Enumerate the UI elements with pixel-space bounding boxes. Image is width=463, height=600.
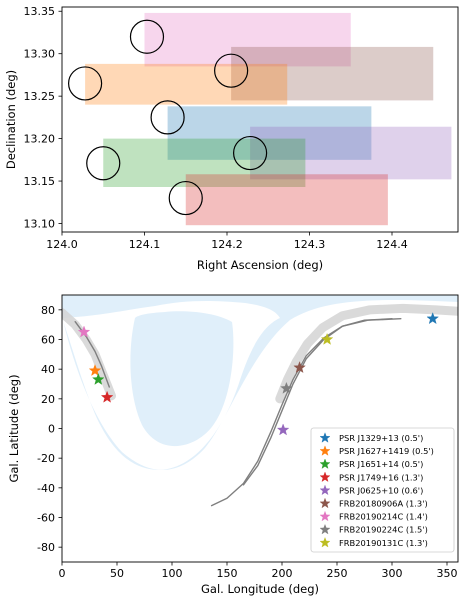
- p2-ytick-3: -20: [37, 452, 55, 465]
- p2-ytick-8: 80: [41, 304, 55, 317]
- legend-star-5: [319, 497, 331, 509]
- p1-box-6: [185, 174, 388, 226]
- legend: PSR J1329+13 (0.5') PSR J1627+1419 (0.5')…: [310, 427, 455, 553]
- p1-xlabel: Right Ascension (deg): [197, 258, 323, 272]
- legend-label-7: FRB20190224C (1.5'): [339, 525, 428, 535]
- legend-star-8: [319, 537, 331, 548]
- p1-box-1: [231, 46, 434, 101]
- p2-xtick-5: 250: [327, 567, 348, 580]
- legend-star-7: [319, 523, 331, 535]
- p2-ytick-5: 20: [41, 393, 55, 406]
- p2-band-0: [62, 308, 116, 401]
- p1-plot-area: [67, 12, 452, 226]
- p1-xtick-3: 124.3: [294, 238, 326, 251]
- p1-ylabel: Declination (deg): [4, 70, 18, 169]
- p2-ytick-1: -60: [37, 512, 55, 525]
- p2-ticks: 0 50 100 150 200 250 300 350 -80 -60 -40 -20 0 20 40 60…: [37, 304, 457, 580]
- p1-xtick-4: 124.4: [376, 238, 408, 251]
- p1-circle-3: [150, 100, 185, 135]
- legend-star-2: [319, 458, 331, 469]
- p2-star-7: [280, 381, 293, 394]
- p2-coverage-region: [62, 295, 458, 470]
- p2-star-6: [77, 325, 91, 338]
- p2-xtick-1: 50: [110, 567, 124, 580]
- p1-box-4: [250, 126, 452, 180]
- legend-label-6: FRB20190214C (1.4'): [339, 512, 428, 522]
- p2-track-1: [242, 318, 402, 486]
- p2-star-4: [276, 423, 290, 436]
- p2-xtick-4: 200: [272, 567, 293, 580]
- legend-star-1: [319, 445, 331, 456]
- p1-ytick-0: 13.10: [24, 218, 56, 231]
- legend-star-6: [319, 510, 331, 522]
- legend-label-0: PSR J1329+13 (0.5'): [339, 433, 423, 443]
- p2-xtick-6: 300: [382, 567, 403, 580]
- p2-xtick-2: 100: [162, 567, 183, 580]
- p1-ytick-3: 13.25: [24, 90, 56, 103]
- panel-galactic: 0 50 100 150 200 250 300 350 -80 -60 -40 -20 0 20 40 60…: [7, 294, 459, 596]
- p2-star-8: [320, 332, 334, 345]
- legend-star-3: [319, 471, 331, 482]
- p1-xtick-1: 124.1: [129, 238, 161, 251]
- p2-star-2: [92, 372, 105, 385]
- p1-circle-4: [86, 146, 121, 181]
- p2-star-1: [88, 364, 102, 376]
- p2-ytick-4: 0: [48, 423, 55, 436]
- p2-xlabel: Gal. Longitude (deg): [201, 582, 319, 596]
- p2-plot-area: [62, 295, 458, 507]
- legend-label-2: PSR J1651+14 (0.5'): [339, 459, 423, 469]
- p1-xtick-0: 124.0: [46, 238, 78, 251]
- p1-xtick-2: 124.2: [211, 238, 243, 251]
- p1-ytick-4: 13.30: [24, 48, 56, 61]
- p1-circle-5: [233, 135, 268, 171]
- p1-ytick-1: 13.15: [24, 175, 56, 188]
- p1-box-0: [144, 12, 351, 67]
- p2-star-0: [426, 312, 439, 325]
- legend-star-4: [319, 484, 331, 496]
- p1-box-3: [167, 106, 372, 160]
- p2-xtick-7: 350: [437, 567, 458, 580]
- legend-label-4: PSR J0625+10 (0.6'): [339, 485, 423, 495]
- p1-ytick-2: 13.20: [24, 133, 56, 146]
- p1-box-5: [103, 138, 306, 187]
- p2-ytick-7: 60: [41, 334, 55, 347]
- p2-ylabel: Gal. Latitude (deg): [7, 374, 21, 482]
- p2-xtick-3: 150: [217, 567, 238, 580]
- p1-circle-2: [214, 53, 249, 88]
- p2-ytick-2: -40: [37, 482, 55, 495]
- p2-star-5: [293, 361, 306, 374]
- p1-ytick-5: 13.35: [24, 5, 56, 18]
- p1-circle-0: [129, 19, 165, 54]
- p2-star-3: [100, 390, 114, 403]
- p1-box-2: [85, 63, 288, 105]
- p2-ytick-6: 40: [41, 363, 55, 376]
- p1-circle-6: [168, 180, 203, 216]
- legend-label-1: PSR J1627+1419 (0.5'): [339, 446, 434, 456]
- p2-band-1: [275, 303, 458, 404]
- panel-ra-dec: 124.0 124.1 124.2 124.3 124.4 13.10 13.15 13.20…: [4, 5, 459, 272]
- p1-ticks: 124.0 124.1 124.2 124.3 124.4 13.10 13.15 13.20…: [24, 5, 408, 251]
- legend-label-8: FRB20190131C (1.3'): [339, 538, 428, 548]
- p1-circle-1: [67, 66, 103, 101]
- p2-xtick-0: 0: [59, 567, 66, 580]
- legend-star-0: [319, 432, 331, 443]
- legend-label-3: PSR J1749+16 (1.3'): [339, 472, 423, 482]
- p1-axes-frame: [61, 6, 459, 233]
- p2-ytick-0: -80: [37, 541, 55, 554]
- legend-box: [310, 427, 455, 553]
- legend-label-5: FRB20180906A (1.3'): [339, 499, 428, 509]
